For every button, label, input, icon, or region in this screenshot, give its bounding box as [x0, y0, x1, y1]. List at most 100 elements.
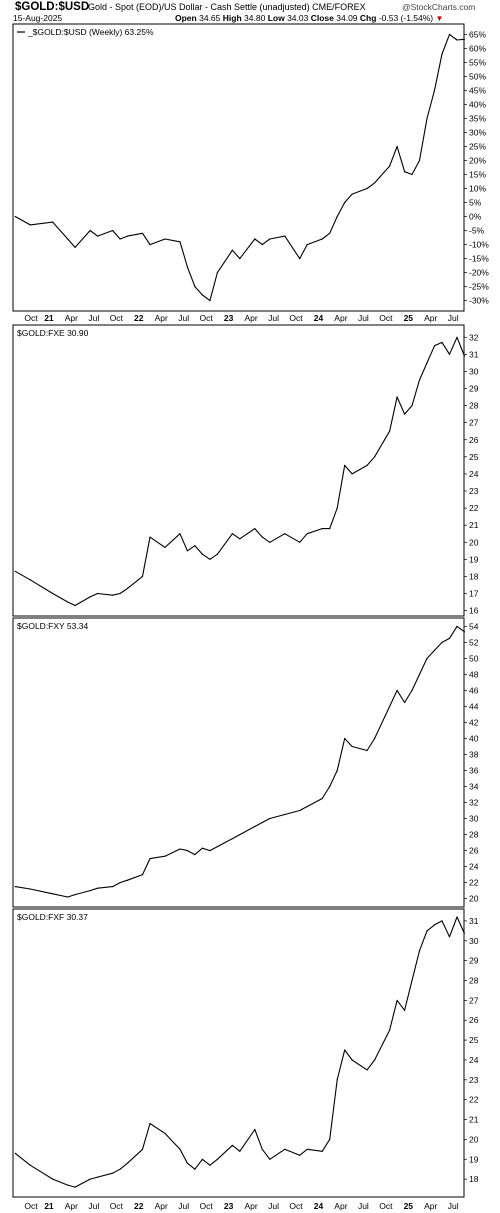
- y-tick-label: 48: [469, 669, 479, 679]
- y-tick-label: 31: [469, 349, 479, 359]
- data-point: [216, 846, 218, 848]
- data-point: [396, 999, 398, 1002]
- data-point: [97, 1176, 99, 1178]
- data-point: [89, 229, 91, 232]
- y-tick-label: 24: [469, 862, 479, 872]
- data-point: [201, 553, 203, 555]
- data-point: [441, 341, 443, 343]
- data-point: [89, 1178, 91, 1180]
- data-point: [321, 238, 323, 240]
- data-point: [269, 1158, 271, 1160]
- data-point: [119, 238, 121, 240]
- data-point: [433, 89, 436, 91]
- data-point: [433, 345, 436, 347]
- x-tick-label: Apr: [424, 313, 437, 323]
- y-tick-label: 10%: [469, 184, 486, 194]
- y-tick-label: 20: [469, 537, 479, 547]
- data-point: [29, 224, 31, 226]
- y-tick-label: 30%: [469, 127, 486, 137]
- data-point: [411, 689, 413, 692]
- y-tick-label: 21: [469, 520, 479, 530]
- data-point: [329, 1138, 331, 1140]
- x-tick-label: Apr: [65, 313, 78, 323]
- data-point: [389, 1029, 391, 1031]
- data-point: [456, 625, 458, 628]
- data-point: [52, 1178, 54, 1180]
- data-point: [351, 473, 353, 475]
- y-tick-label: 54: [469, 621, 479, 631]
- y-tick-label: 52: [469, 637, 479, 647]
- data-point: [411, 173, 413, 176]
- data-point: [261, 244, 263, 246]
- x-tick-label: Oct: [379, 1201, 393, 1211]
- data-point: [254, 528, 256, 530]
- data-point: [74, 894, 76, 896]
- data-point: [119, 592, 121, 595]
- chart-date: 15-Aug-2025: [13, 13, 63, 23]
- y-tick-label: 30: [469, 366, 479, 376]
- data-point: [366, 749, 368, 752]
- data-point: [209, 558, 211, 560]
- x-tick-label: Apr: [244, 313, 257, 323]
- data-point: [179, 848, 181, 850]
- y-tick-label: 35%: [469, 113, 486, 123]
- y-tick-label: 27: [469, 995, 479, 1005]
- data-point: [67, 601, 69, 603]
- data-point: [411, 979, 413, 982]
- data-point: [418, 950, 421, 952]
- data-point: [179, 241, 181, 243]
- data-point: [209, 1164, 211, 1166]
- stockcharts-logo[interactable]: @StockCharts.com: [402, 2, 476, 12]
- y-tick-label: 50: [469, 653, 479, 663]
- data-point: [299, 809, 301, 812]
- data-point: [141, 1148, 144, 1150]
- data-point: [231, 838, 233, 840]
- y-tick-label: 17: [469, 589, 479, 599]
- x-tick-label: Jul: [88, 313, 99, 323]
- data-point: [463, 631, 465, 633]
- data-point: [201, 294, 203, 296]
- data-point: [254, 825, 256, 828]
- data-point: [67, 1184, 69, 1186]
- y-tick-label: -20%: [469, 268, 489, 278]
- data-point: [269, 238, 271, 240]
- data-point: [29, 1164, 31, 1166]
- x-tick-label: Oct: [110, 313, 124, 323]
- data-point: [89, 596, 91, 598]
- data-point: [389, 705, 391, 708]
- data-point: [209, 300, 211, 302]
- data-point: [67, 238, 69, 240]
- y-tick-label: 25%: [469, 141, 486, 151]
- data-point: [239, 538, 241, 540]
- data-point: [426, 657, 428, 660]
- panel-fxf-frame: [12, 908, 465, 1198]
- y-tick-label: 18: [469, 571, 479, 581]
- data-point: [97, 592, 99, 595]
- data-point: [404, 701, 406, 704]
- y-tick-label: 50%: [469, 71, 486, 81]
- x-tick-label: Apr: [155, 313, 168, 323]
- data-point: [411, 405, 413, 407]
- data-point: [194, 854, 196, 856]
- close-value: 34.09: [336, 13, 358, 23]
- data-point: [164, 855, 166, 857]
- low-value: 34.03: [287, 13, 309, 23]
- data-point: [306, 244, 308, 246]
- x-tick-label: Oct: [24, 1201, 38, 1211]
- x-tick-label: Oct: [24, 313, 38, 323]
- data-point: [396, 689, 398, 692]
- data-point: [164, 1132, 166, 1134]
- data-point: [418, 673, 421, 676]
- x-tick-label: 21: [44, 1201, 54, 1211]
- data-point: [186, 850, 188, 852]
- x-tick-label: Apr: [424, 1201, 437, 1211]
- data-point: [306, 1148, 308, 1150]
- data-point: [404, 171, 406, 173]
- y-tick-label: 32: [469, 798, 479, 808]
- data-point: [374, 737, 376, 740]
- data-point: [389, 430, 391, 432]
- x-tick-label: 23: [224, 1201, 234, 1211]
- data-point: [306, 533, 308, 535]
- data-point: [179, 1148, 181, 1150]
- data-point: [426, 362, 428, 364]
